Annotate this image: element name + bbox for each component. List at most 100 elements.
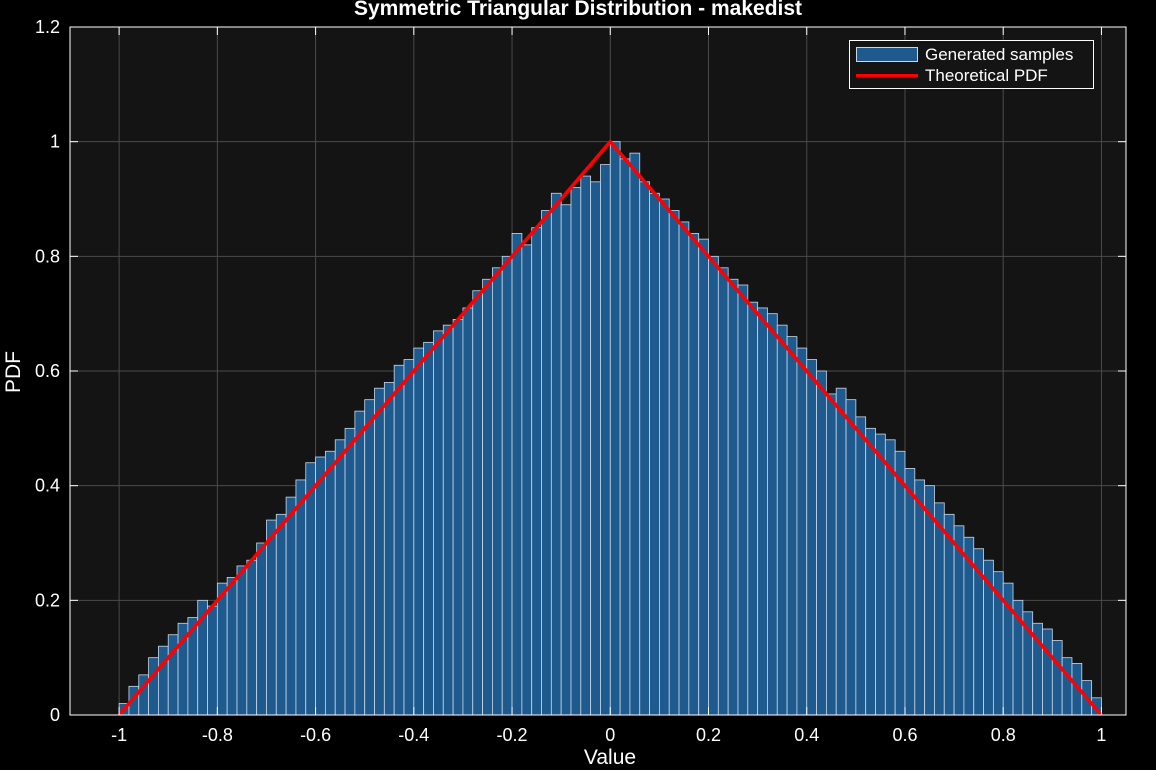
histogram-bar <box>688 232 700 716</box>
histogram-bar <box>806 359 817 716</box>
histogram-bar <box>216 582 228 716</box>
x-tick-label: -0.4 <box>398 725 429 745</box>
histogram-bar <box>757 307 768 716</box>
x-tick-label: -0.8 <box>202 725 233 745</box>
histogram-bar <box>550 192 562 716</box>
legend-label-samples: Generated samples <box>925 45 1074 64</box>
axes-frame <box>69 26 1127 716</box>
histogram-bar <box>865 427 876 716</box>
histogram-bar <box>236 565 248 716</box>
theoretical-pdf-line <box>117 138 1103 717</box>
histogram-bar <box>855 416 867 716</box>
histogram-bar <box>344 427 356 716</box>
histogram-bar <box>884 439 896 716</box>
histogram-bar <box>845 399 857 716</box>
histogram-bar <box>541 210 552 716</box>
histogram-bar <box>914 479 926 716</box>
x-tick-label: 0.4 <box>794 725 819 745</box>
histogram-bar <box>226 577 238 716</box>
histogram-bar <box>1042 628 1053 716</box>
y-tick-label: 0.2 <box>35 590 60 610</box>
histogram-bar <box>835 387 847 716</box>
histogram-bar <box>413 347 425 716</box>
histogram-bar <box>600 164 611 716</box>
y-tick-label: 1 <box>50 132 60 152</box>
axis-ticks: -1 -0.8 -0.6 -0.4 -0.2 0 0.2 0.4 0.6 0.8 1 0 0.2 0.4 0… <box>35 17 1127 745</box>
x-tick-label: 0 <box>605 725 615 745</box>
histogram-bar <box>275 513 287 716</box>
histogram-bar <box>904 468 916 716</box>
histogram-bar <box>737 284 749 716</box>
x-tick-label: 0.8 <box>991 725 1016 745</box>
histogram-bar <box>442 324 454 716</box>
histogram-bar <box>1051 640 1063 716</box>
histogram-bar <box>325 450 336 716</box>
histogram-bar <box>305 462 316 716</box>
histogram-bar <box>207 605 218 716</box>
histogram-bar <box>619 158 631 716</box>
histogram-bar <box>295 479 307 716</box>
histogram-bars <box>118 141 1102 716</box>
legend-entry-samples: Generated samples <box>850 45 1093 65</box>
y-tick-label: 0.8 <box>35 246 60 266</box>
histogram-bar <box>511 232 523 716</box>
histogram-bar <box>875 433 886 716</box>
y-axis-label: PDF <box>2 351 25 393</box>
histogram-bar <box>482 278 493 716</box>
histogram-bar <box>934 502 945 716</box>
histogram-bar <box>698 238 709 716</box>
legend-entry-pdf: Theoretical PDF <box>850 66 1093 86</box>
histogram-bar <box>560 204 572 716</box>
histogram-bar <box>256 542 267 716</box>
histogram-bar <box>433 330 444 716</box>
histogram-bar <box>717 267 729 716</box>
histogram-bar <box>374 387 385 716</box>
histogram-bar <box>531 227 542 716</box>
histogram-bar <box>629 152 641 716</box>
histogram-bar <box>708 255 719 716</box>
histogram-bar <box>678 221 690 716</box>
histogram-bar <box>894 450 906 716</box>
x-tick-label: 0.6 <box>892 725 917 745</box>
x-tick-label: 1 <box>1096 725 1106 745</box>
histogram-bar <box>393 364 405 716</box>
y-tick-label: 0 <box>50 705 60 725</box>
y-tick-label: 0.4 <box>35 476 60 496</box>
histogram-bar <box>816 370 827 716</box>
histogram-bar <box>501 255 513 716</box>
legend-swatch-pdf <box>856 74 918 77</box>
legend-label-pdf: Theoretical PDF <box>925 66 1048 85</box>
histogram-bar <box>315 456 326 716</box>
chart-title: Symmetric Triangular Distribution - make… <box>353 0 803 20</box>
legend-swatch-samples <box>856 47 918 62</box>
histogram-bar <box>580 175 592 716</box>
y-tick-label: 1.2 <box>35 17 60 37</box>
histogram-bar <box>158 645 169 716</box>
histogram-bar <box>649 192 660 716</box>
histogram-bar <box>285 496 297 716</box>
histogram-bar <box>786 336 798 716</box>
histogram-bar <box>1061 657 1073 716</box>
histogram-bar <box>776 324 788 716</box>
histogram-bar <box>491 267 503 716</box>
x-tick-label: -0.2 <box>497 725 528 745</box>
histogram-bar <box>658 198 670 716</box>
histogram-bar <box>472 290 483 716</box>
histogram-bar <box>246 559 258 716</box>
histogram-bar <box>796 347 808 716</box>
histogram-bar <box>668 210 680 716</box>
histogram-bar <box>570 187 582 716</box>
x-tick-label: -1 <box>111 725 127 745</box>
histogram-bar <box>727 278 739 716</box>
histogram-bar <box>747 301 759 716</box>
histogram-bar <box>825 393 837 716</box>
x-axis-label: Value <box>583 746 637 769</box>
histogram-bar <box>383 382 395 716</box>
histogram-bar <box>639 181 650 716</box>
histogram-bar <box>266 519 277 716</box>
legend: Generated samples Theoretical PDF <box>849 40 1094 89</box>
histogram-bar <box>943 513 955 716</box>
histogram-bar <box>767 313 778 716</box>
histogram-bar <box>148 657 159 716</box>
y-tick-label: 0.6 <box>35 361 60 381</box>
